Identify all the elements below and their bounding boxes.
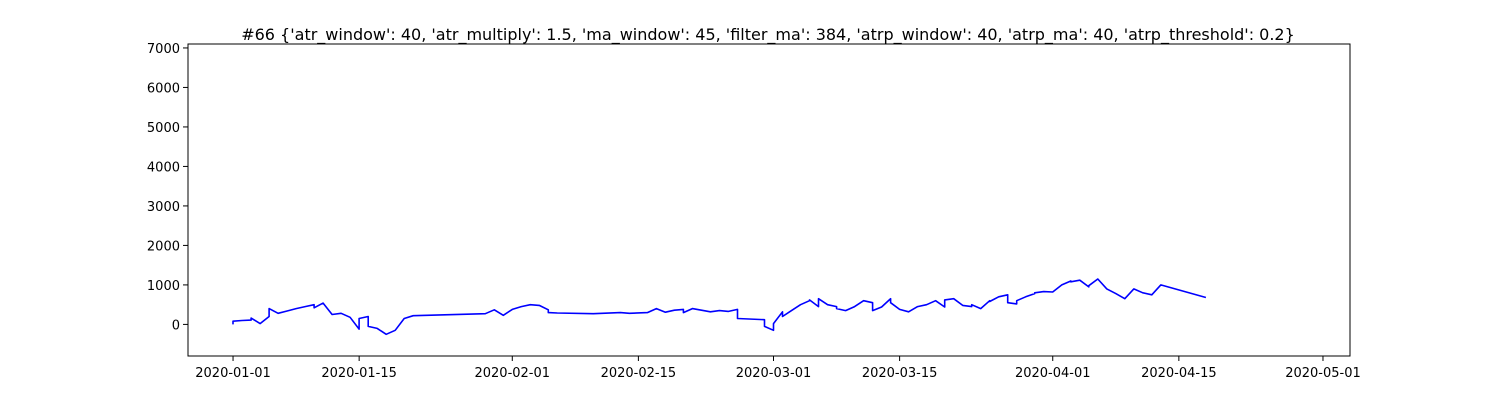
x-tick-label: 2020-04-15 [1141,366,1217,381]
x-tick-label: 2020-01-15 [321,366,397,381]
plot-area-frame [187,43,1351,357]
x-tick-label: 2020-05-01 [1285,366,1361,381]
x-tick-label: 2020-04-01 [1015,366,1091,381]
series-line-0 [232,278,1207,336]
y-tick-label: 5000 [147,121,180,136]
x-axis: 2020-01-01 2020-01-15 2020-02-01 2020-02-15… [195,356,1361,381]
chart-title: #66 {'atr_window': 40, 'atr_multiply': 1… [241,25,1295,45]
y-tick-label: 4000 [147,160,180,175]
x-tick-label: 2020-02-15 [601,366,677,381]
series-layer [232,278,1207,336]
x-tick-label: 2020-03-01 [736,366,812,381]
y-axis: 0 1000 2000 3000 4000 5000 6000 7000 [147,42,188,333]
x-tick-label: 2020-03-15 [862,366,938,381]
y-tick-label: 3000 [147,200,180,215]
y-tick-label: 7000 [147,42,180,57]
x-tick-label: 2020-01-01 [195,366,271,381]
y-tick-label: 0 [172,318,180,333]
y-tick-label: 6000 [147,81,180,96]
y-tick-label: 1000 [147,279,180,294]
y-tick-label: 2000 [147,239,180,254]
x-tick-label: 2020-02-01 [474,366,550,381]
